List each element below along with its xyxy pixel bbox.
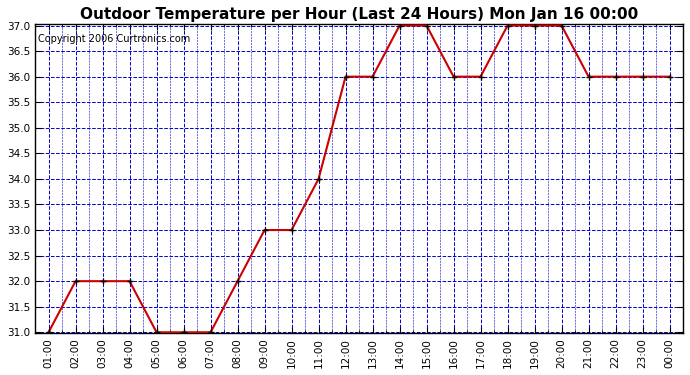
Text: Copyright 2006 Curtronics.com: Copyright 2006 Curtronics.com (39, 34, 190, 44)
Title: Outdoor Temperature per Hour (Last 24 Hours) Mon Jan 16 00:00: Outdoor Temperature per Hour (Last 24 Ho… (80, 7, 638, 22)
